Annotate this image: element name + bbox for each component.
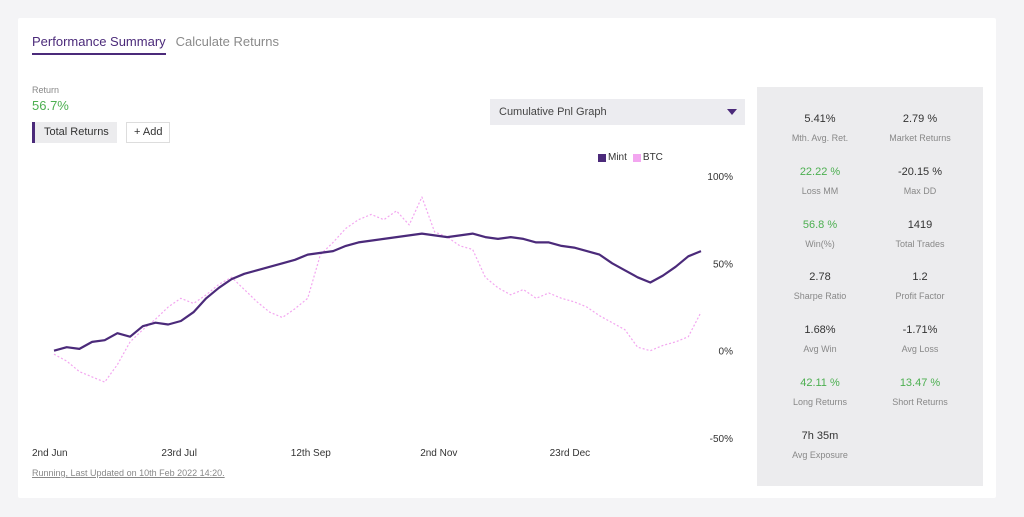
stat-value: 42.11 % (800, 377, 840, 389)
stat-mth-avg-ret: 5.41% Mth. Avg. Ret. (770, 113, 870, 143)
stat-win: 56.8 % Win(%) (770, 219, 870, 249)
stat-value: 22.22 % (799, 165, 841, 178)
performance-card: Performance Summary Calculate Returns Re… (18, 18, 996, 498)
stat-label: Win(%) (805, 238, 835, 249)
tab-performance-summary[interactable]: Performance Summary (32, 34, 166, 55)
stat-label: Max DD (903, 185, 937, 196)
add-button[interactable]: + Add (126, 122, 171, 143)
y-tick-label: 0% (719, 347, 734, 358)
x-tick-label: 23rd Jul (161, 448, 197, 459)
stat-sharpe-ratio: 2.78 Sharpe Ratio (770, 271, 870, 301)
stat-label: Avg Exposure (792, 449, 848, 460)
series-line-mint[interactable] (53, 232, 702, 352)
graph-type-dropdown[interactable]: Cumulative Pnl Graph (490, 99, 745, 125)
chart-legend: Mint BTC (598, 152, 663, 163)
dropdown-selected-value: Cumulative Pnl Graph (499, 106, 607, 118)
stat-label: Long Returns (792, 397, 848, 407)
stat-max-dd: -20.15 % Max DD (870, 166, 970, 196)
last-updated-link[interactable]: Running, Last Updated on 10th Feb 2022 1… (32, 468, 225, 478)
x-tick-label: 2nd Nov (420, 448, 457, 459)
stat-long-returns: 42.11 % Long Returns (770, 377, 870, 407)
y-tick-label: -50% (710, 434, 733, 445)
x-tick-label: 2nd Jun (32, 448, 68, 459)
stat-label: Sharpe Ratio (793, 291, 847, 302)
return-label: Return (32, 85, 60, 95)
stat-total-trades: 1419 Total Trades (870, 219, 970, 249)
stat-value: 2.78 (809, 271, 831, 284)
legend-item-mint[interactable]: Mint (598, 152, 627, 163)
stat-market-returns: 2.79 % Market Returns (870, 113, 970, 143)
stat-label: Loss MM (801, 185, 839, 196)
stat-value: -1.71% (902, 324, 938, 337)
stat-value: 1.68% (804, 324, 836, 337)
stat-label: Total Trades (895, 238, 945, 249)
stats-panel: 5.41% Mth. Avg. Ret. 2.79 % Market Returns 2… (757, 87, 983, 486)
x-tick-label: 12th Sep (291, 448, 331, 459)
tab-calculate-returns[interactable]: Calculate Returns (175, 34, 279, 49)
stat-label: Market Returns (889, 133, 951, 143)
stat-loss-mm: 22.22 % Loss MM (770, 166, 870, 196)
stat-label: Avg Win (803, 344, 837, 355)
stat-label: Avg Loss (901, 344, 939, 355)
stat-avg-win: 1.68% Avg Win (770, 324, 870, 354)
return-value: 56.7% (32, 98, 69, 113)
stat-value: 1.2 (912, 271, 928, 284)
stat-value: 2.79 % (902, 113, 938, 125)
stat-value: 5.41% (804, 113, 836, 125)
chevron-down-icon (727, 109, 737, 115)
series-line-btc[interactable] (53, 196, 702, 383)
legend-swatch-mint (598, 153, 606, 162)
y-tick-label: 50% (713, 259, 733, 270)
stat-profit-factor: 1.2 Profit Factor (870, 271, 970, 301)
stat-value: 1419 (907, 218, 933, 231)
x-tick-label: 23rd Dec (550, 448, 591, 459)
stat-value: 56.8 % (802, 218, 838, 231)
stat-value: -20.15 % (897, 165, 943, 178)
total-returns-button[interactable]: Total Returns (32, 122, 117, 143)
stat-value: 7h 35m (801, 429, 839, 442)
legend-swatch-btc (632, 153, 641, 162)
stat-label: Short Returns (892, 397, 948, 407)
stat-short-returns: 13.47 % Short Returns (870, 377, 970, 407)
legend-label-btc: BTC (642, 152, 663, 163)
stat-avg-loss: -1.71% Avg Loss (870, 324, 970, 354)
stat-value: 13.47 % (899, 377, 941, 389)
legend-item-btc[interactable]: BTC (632, 152, 663, 163)
legend-label-mint: Mint (608, 152, 627, 163)
stat-label: Mth. Avg. Ret. (791, 133, 849, 143)
cumulative-pnl-chart: 100% 50% 0% -50% 2nd Jun 23rd Jul 12th Sep 2nd … (32, 172, 734, 459)
stat-avg-exposure: 7h 35m Avg Exposure (770, 430, 870, 460)
tab-bar: Performance Summary Calculate Returns (32, 34, 279, 55)
stat-label: Profit Factor (895, 291, 945, 302)
y-tick-label: 100% (707, 172, 733, 183)
